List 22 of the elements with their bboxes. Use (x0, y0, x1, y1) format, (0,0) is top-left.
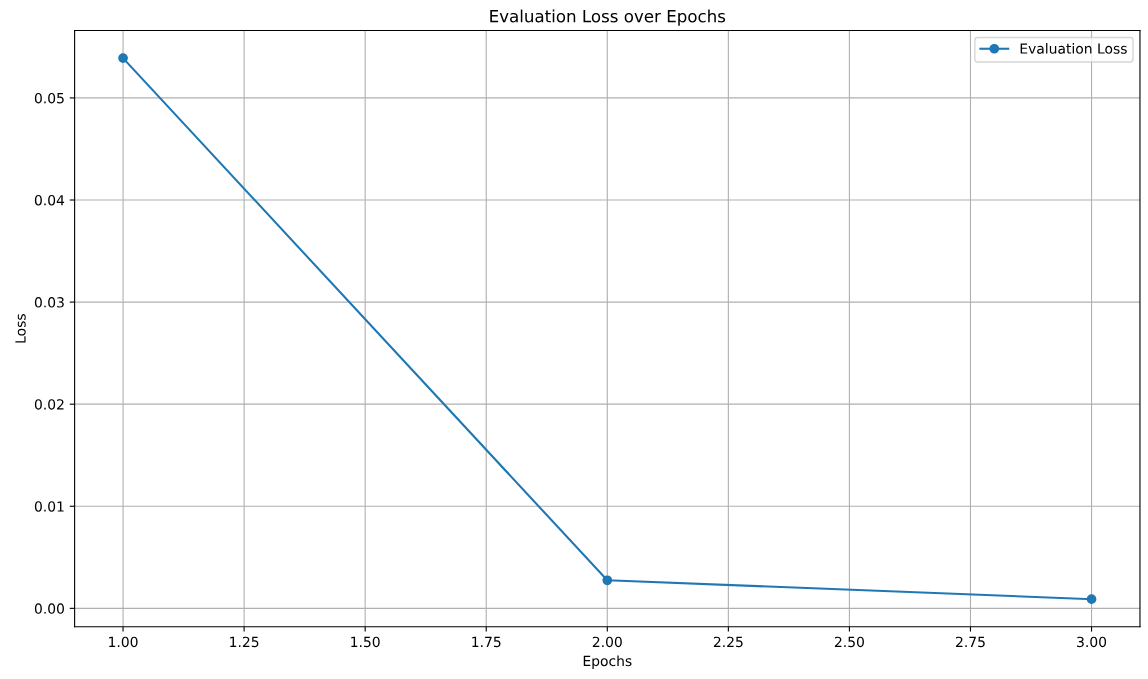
x-tick-label: 1.00 (109, 636, 138, 648)
x-axis-title: Epochs (583, 655, 632, 669)
x-tick-label: 3.00 (1077, 636, 1107, 648)
legend-label: Evaluation Loss (1020, 43, 1127, 54)
x-tick-label: 1.25 (230, 636, 259, 648)
y-tick-label: 0.01 (34, 501, 64, 512)
y-axis-title: Loss (15, 314, 26, 343)
point (118, 53, 128, 63)
y-tick-label: 0.03 (34, 297, 64, 308)
y-tick-label: 0.02 (34, 399, 64, 410)
y-tick-label: 0.04 (34, 194, 65, 206)
x-tick-label: 2.25 (713, 636, 743, 648)
chart-title: Evaluation Loss over Epochs (490, 9, 726, 26)
x-tick-label: 1.50 (351, 636, 380, 648)
x-tick-label: 1.75 (472, 636, 501, 648)
x-tick-label: 2.50 (834, 636, 864, 648)
x-tick-label: 2.75 (956, 636, 985, 648)
point (1086, 594, 1097, 605)
y-tick-label: 0.05 (34, 92, 64, 104)
x-tick-label: 2.00 (592, 636, 622, 648)
point (602, 575, 613, 586)
y-tick-label: 0.00 (34, 603, 64, 614)
